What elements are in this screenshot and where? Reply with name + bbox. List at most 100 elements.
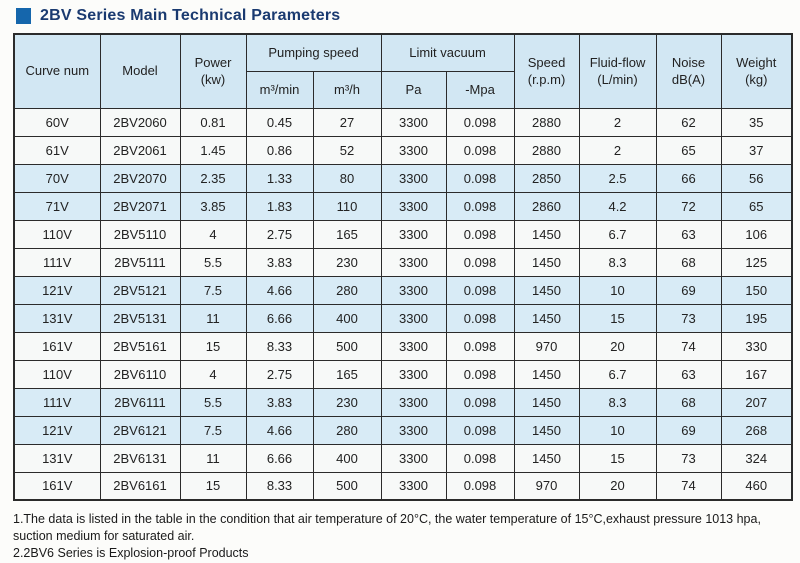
table-cell: 68 bbox=[655, 247, 722, 277]
table-cell: 27 bbox=[312, 107, 382, 137]
footnote-1: 1.The data is listed in the table in the… bbox=[13, 512, 761, 543]
table-cell: 0.098 bbox=[445, 415, 515, 445]
table-cell: 7.5 bbox=[179, 275, 247, 305]
header-m3min: m³/min bbox=[245, 70, 314, 109]
table-cell: 1450 bbox=[513, 219, 580, 249]
table-cell: 2 bbox=[578, 135, 657, 165]
table-cell: 230 bbox=[312, 387, 382, 417]
table-cell: 2BV5131 bbox=[99, 303, 181, 333]
header-curve-num: Curve num bbox=[13, 33, 101, 109]
table-cell: 69 bbox=[655, 415, 722, 445]
table-cell: 62 bbox=[655, 107, 722, 137]
table-cell: 324 bbox=[720, 443, 793, 473]
table-row: 161V 2BV6161 15 8.33 500 3300 0.098 970 20 74 460 bbox=[13, 471, 793, 501]
header-fluid-flow: Fluid-flow (L/min) bbox=[578, 33, 657, 109]
header-weight-line1: Weight bbox=[736, 54, 777, 70]
header-noise: Noise dB(A) bbox=[655, 33, 722, 109]
header-fluid-flow-line1: Fluid-flow bbox=[589, 54, 646, 70]
table-cell: 71V bbox=[13, 191, 101, 221]
table-cell: 1450 bbox=[513, 359, 580, 389]
table-cell: 1450 bbox=[513, 415, 580, 445]
table-row: 131V 2BV5131 11 6.66 400 3300 0.098 1450 15 73 195 bbox=[13, 303, 793, 333]
table-cell: 2BV2070 bbox=[99, 163, 181, 193]
table-cell: 110V bbox=[13, 359, 101, 389]
table-cell: 0.86 bbox=[245, 135, 314, 165]
table-row: 60V 2BV2060 0.81 0.45 27 3300 0.098 2880 2 62 35 bbox=[13, 107, 793, 137]
table-cell: 69 bbox=[655, 275, 722, 305]
table-cell: 56 bbox=[720, 163, 793, 193]
header-power-line2: (kw) bbox=[200, 72, 226, 88]
table-cell: 5.5 bbox=[179, 387, 247, 417]
table-cell: 11 bbox=[179, 303, 247, 333]
table-cell: 65 bbox=[655, 135, 722, 165]
table-cell: 230 bbox=[312, 247, 382, 277]
table-row: 110V 2BV6110 4 2.75 165 3300 0.098 1450 6.7 63 167 bbox=[13, 359, 793, 389]
table-cell: 500 bbox=[312, 471, 382, 501]
table-cell: 4.2 bbox=[578, 191, 657, 221]
table-cell: 15 bbox=[578, 443, 657, 473]
table-row: 70V 2BV2070 2.35 1.33 80 3300 0.098 2850 2.5 66 56 bbox=[13, 163, 793, 193]
table-cell: 2860 bbox=[513, 191, 580, 221]
table-cell: 2 bbox=[578, 107, 657, 137]
header-weight: Weight (kg) bbox=[720, 33, 793, 109]
header-fluid-flow-line2: (L/min) bbox=[597, 72, 638, 88]
table-row: 61V 2BV2061 1.45 0.86 52 3300 0.098 2880 2 65 37 bbox=[13, 135, 793, 165]
table-cell: 125 bbox=[720, 247, 793, 277]
header-noise-line1: Noise bbox=[671, 54, 706, 70]
table-cell: 2BV2071 bbox=[99, 191, 181, 221]
table-cell: 280 bbox=[312, 275, 382, 305]
table-cell: 20 bbox=[578, 471, 657, 501]
table-cell: 6.7 bbox=[578, 219, 657, 249]
table-cell: 0.098 bbox=[445, 107, 515, 137]
table-cell: 970 bbox=[513, 331, 580, 361]
table-cell: 3300 bbox=[380, 219, 447, 249]
table-cell: 0.098 bbox=[445, 135, 515, 165]
table-cell: 61V bbox=[13, 135, 101, 165]
table-cell: 161V bbox=[13, 331, 101, 361]
table-cell: 460 bbox=[720, 471, 793, 501]
table-cell: 2BV6111 bbox=[99, 387, 181, 417]
table-cell: 2BV6131 bbox=[99, 443, 181, 473]
header-weight-line2: (kg) bbox=[745, 72, 768, 88]
parameters-table-wrap: Curve num Model Power (kw) Pumping speed… bbox=[13, 33, 794, 501]
table-cell: 74 bbox=[655, 331, 722, 361]
table-cell: 111V bbox=[13, 247, 101, 277]
table-cell: 4.66 bbox=[245, 415, 314, 445]
table-cell: 2BV2061 bbox=[99, 135, 181, 165]
table-cell: 3.85 bbox=[179, 191, 247, 221]
table-cell: 10 bbox=[578, 275, 657, 305]
table-cell: 3300 bbox=[380, 387, 447, 417]
table-cell: 3300 bbox=[380, 443, 447, 473]
table-cell: 60V bbox=[13, 107, 101, 137]
table-row: 121V 2BV6121 7.5 4.66 280 3300 0.098 1450 10 69 26… bbox=[13, 415, 793, 445]
header-mpa: -Mpa bbox=[445, 70, 515, 109]
table-cell: 207 bbox=[720, 387, 793, 417]
table-header: Curve num Model Power (kw) Pumping speed… bbox=[13, 33, 793, 109]
table-cell: 3300 bbox=[380, 191, 447, 221]
table-cell: 165 bbox=[312, 359, 382, 389]
header-pa: Pa bbox=[380, 70, 447, 109]
table-cell: 400 bbox=[312, 303, 382, 333]
table-cell: 165 bbox=[312, 219, 382, 249]
table-cell: 2850 bbox=[513, 163, 580, 193]
table-cell: 0.098 bbox=[445, 163, 515, 193]
header-pumping-speed: Pumping speed bbox=[245, 33, 382, 72]
table-cell: 6.7 bbox=[578, 359, 657, 389]
table-row: 110V 2BV5110 4 2.75 165 3300 0.098 1450 6.7 63 106 bbox=[13, 219, 793, 249]
table-cell: 0.098 bbox=[445, 191, 515, 221]
table-cell: 150 bbox=[720, 275, 793, 305]
table-cell: 65 bbox=[720, 191, 793, 221]
table-cell: 131V bbox=[13, 443, 101, 473]
table-cell: 106 bbox=[720, 219, 793, 249]
table-cell: 2BV2060 bbox=[99, 107, 181, 137]
table-cell: 110 bbox=[312, 191, 382, 221]
table-cell: 3.83 bbox=[245, 247, 314, 277]
table-cell: 63 bbox=[655, 219, 722, 249]
table-cell: 0.098 bbox=[445, 219, 515, 249]
table-row: 111V 2BV6111 5.5 3.83 230 3300 0.098 1450 8.3 68 2… bbox=[13, 387, 793, 417]
table-cell: 2BV5110 bbox=[99, 219, 181, 249]
table-cell: 2BV6161 bbox=[99, 471, 181, 501]
footnote-2: 2.2BV6 Series is Explosion-proof Product… bbox=[13, 546, 249, 560]
table-cell: 8.33 bbox=[245, 331, 314, 361]
